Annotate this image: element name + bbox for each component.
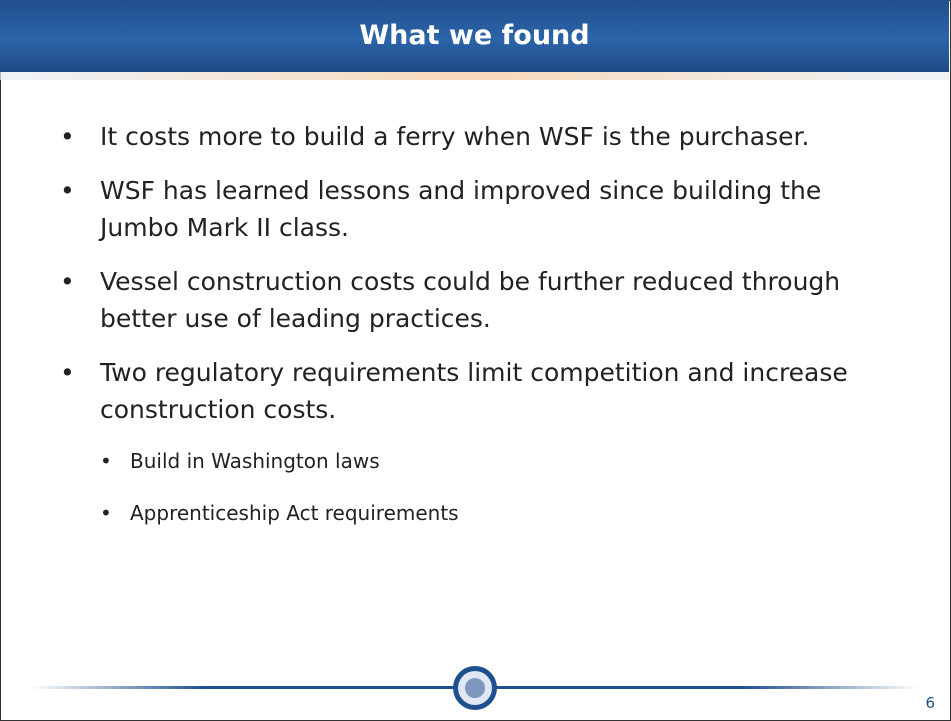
bullet-text: Two regulatory requirements limit compet… <box>100 358 848 424</box>
bullet: Two regulatory requirements limit compet… <box>60 354 890 528</box>
slide-title: What we found <box>359 20 590 51</box>
bullet: It costs more to build a ferry when WSF … <box>60 118 890 155</box>
header-shadow <box>0 72 949 80</box>
page-number: 6 <box>925 694 935 712</box>
bullet-text: WSF has learned lessons and improved sin… <box>100 176 822 242</box>
bullet-text: Vessel construction costs could be furth… <box>100 267 841 333</box>
bullet-list: It costs more to build a ferry when WSF … <box>60 118 890 550</box>
sub-list: Build in Washington laws Apprenticeship A… <box>100 446 890 528</box>
bullet-text: It costs more to build a ferry when WSF … <box>100 122 810 151</box>
bullet: Vessel construction costs could be furth… <box>60 263 890 337</box>
header-bar <box>0 0 949 72</box>
sub-bullet: Build in Washington laws <box>100 446 890 476</box>
bullet: WSF has learned lessons and improved sin… <box>60 172 890 246</box>
seal <box>453 666 497 710</box>
sub-bullet: Apprenticeship Act requirements <box>100 498 890 528</box>
